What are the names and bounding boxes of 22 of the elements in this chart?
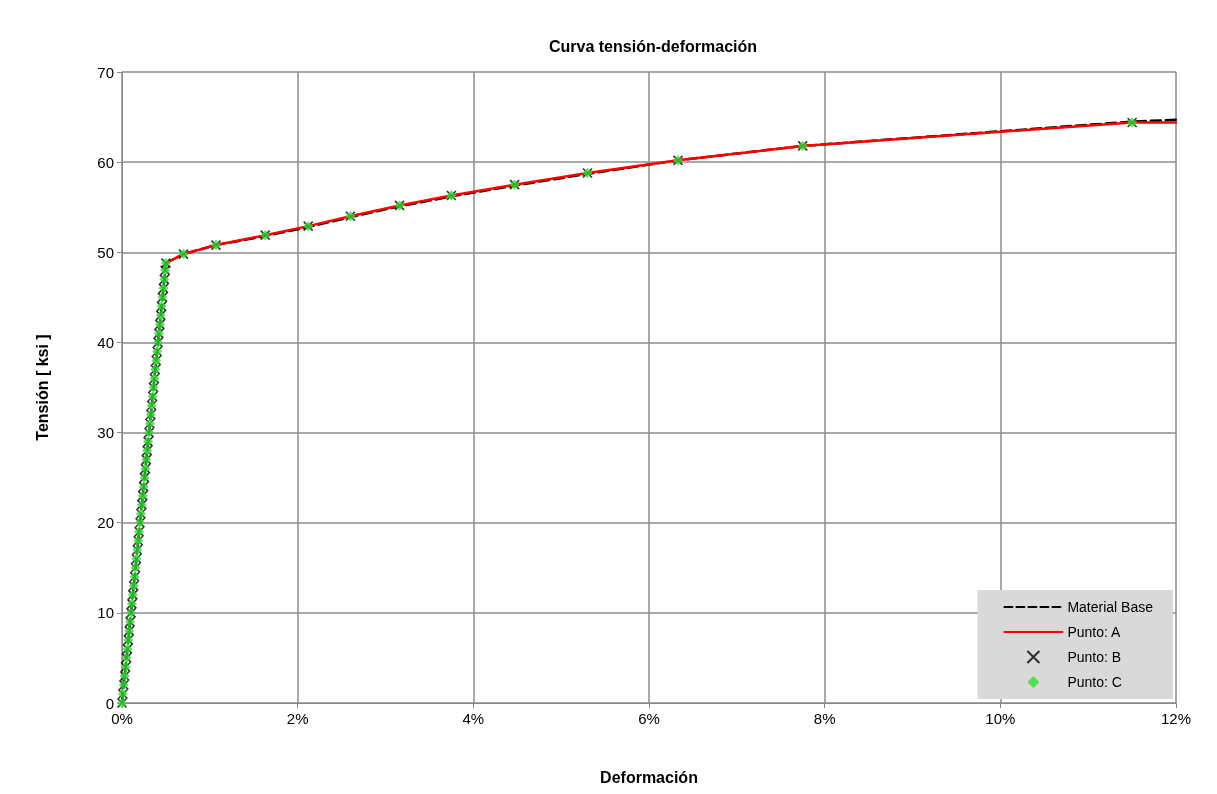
y-tick-label: 20 [97, 514, 114, 532]
x-tick-label: 8% [813, 710, 836, 727]
x-tick-label: 0% [111, 710, 133, 727]
legend-label: Punto: B [1067, 649, 1122, 665]
x-tick-label: 2% [286, 710, 309, 727]
y-tick-label: 30 [97, 424, 114, 442]
y-tick-label: 40 [97, 333, 114, 351]
y-tick-label: 10 [97, 604, 114, 622]
y-tick-label: 50 [97, 243, 114, 261]
x-tick-label: 12% [1160, 710, 1192, 727]
legend-label: Material Base [1067, 599, 1154, 615]
y-axis-title: Tensión [ ksi ] [33, 334, 51, 441]
chart-title: Curva tensión-deformación [548, 37, 758, 55]
legend-label: Punto: A [1067, 624, 1121, 640]
legend-label: Punto: C [1067, 674, 1122, 690]
y-tick-label: 70 [97, 63, 114, 81]
x-tick-label: 6% [638, 710, 660, 727]
y-tick-label: 60 [97, 153, 114, 171]
x-tick-label: 10% [985, 710, 1016, 727]
x-axis-title: Deformación [600, 768, 698, 786]
y-tick-label: 0 [105, 694, 114, 712]
x-tick-label: 4% [462, 710, 485, 727]
